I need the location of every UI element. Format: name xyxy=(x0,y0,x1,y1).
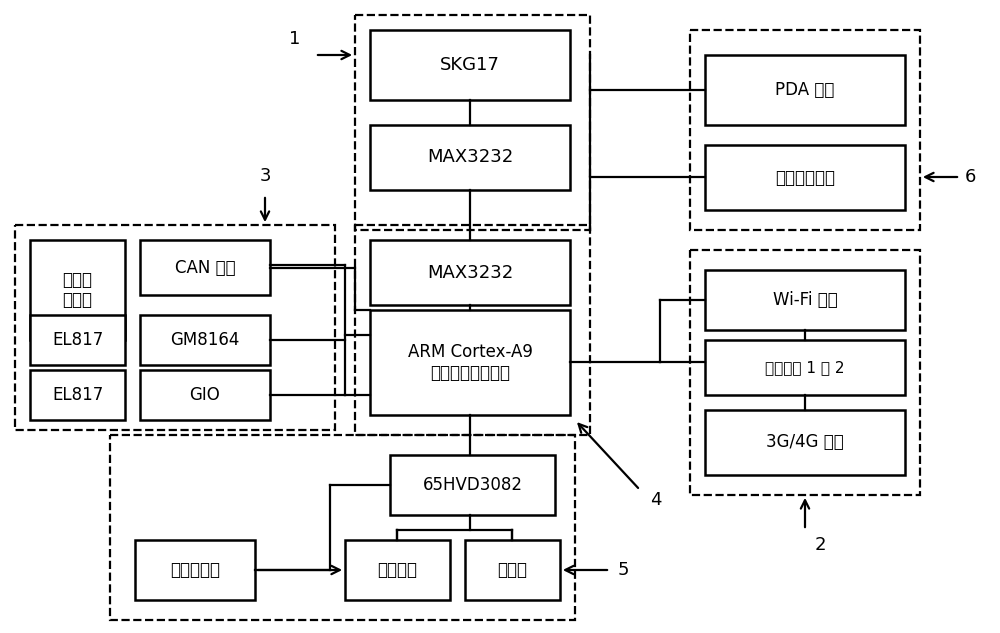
Text: 4: 4 xyxy=(650,491,662,509)
Bar xyxy=(140,370,270,420)
Text: 网络模块 1 和 2: 网络模块 1 和 2 xyxy=(765,360,845,375)
Bar xyxy=(140,315,270,365)
Text: SKG17: SKG17 xyxy=(440,56,500,74)
Text: GIO: GIO xyxy=(190,386,220,404)
Text: 倒计时: 倒计时 xyxy=(498,561,528,579)
Bar xyxy=(355,225,590,435)
Text: 1: 1 xyxy=(289,30,301,48)
Text: 3G/4G 模块: 3G/4G 模块 xyxy=(766,434,844,451)
Text: 65HVD3082: 65HVD3082 xyxy=(422,476,522,494)
Text: 灯色输出: 灯色输出 xyxy=(378,561,418,579)
Bar xyxy=(705,145,905,210)
Bar xyxy=(135,540,255,600)
Bar xyxy=(355,15,590,230)
Bar xyxy=(30,370,125,420)
Bar xyxy=(370,125,570,190)
Text: 专用勤务模块: 专用勤务模块 xyxy=(775,168,835,187)
Text: MAX3232: MAX3232 xyxy=(427,263,513,282)
Bar xyxy=(110,435,575,620)
Bar xyxy=(30,315,125,365)
Text: Wi-Fi 模块: Wi-Fi 模块 xyxy=(773,291,837,309)
Bar xyxy=(690,250,920,495)
Text: PDA 模块: PDA 模块 xyxy=(775,81,835,99)
Text: EL817: EL817 xyxy=(52,386,103,404)
Text: 5: 5 xyxy=(618,561,630,579)
Text: 流量采
集模块: 流量采 集模块 xyxy=(62,270,92,310)
Text: CAN 接口: CAN 接口 xyxy=(175,258,235,277)
Text: ARM Cortex-A9
嵌入式多核处理器: ARM Cortex-A9 嵌入式多核处理器 xyxy=(408,343,532,382)
Text: 6: 6 xyxy=(965,168,976,186)
Bar xyxy=(345,540,450,600)
Bar xyxy=(705,410,905,475)
Bar xyxy=(30,240,125,340)
Bar xyxy=(465,540,560,600)
Bar xyxy=(690,30,920,230)
Text: MAX3232: MAX3232 xyxy=(427,149,513,166)
Bar xyxy=(370,310,570,415)
Bar xyxy=(705,340,905,395)
Bar xyxy=(705,55,905,125)
Bar xyxy=(15,225,335,430)
Text: 黄闪控制器: 黄闪控制器 xyxy=(170,561,220,579)
Bar xyxy=(370,240,570,305)
Bar xyxy=(705,270,905,330)
Text: 2: 2 xyxy=(815,536,826,554)
Text: GM8164: GM8164 xyxy=(170,331,240,349)
Text: 3: 3 xyxy=(259,167,271,185)
Text: EL817: EL817 xyxy=(52,331,103,349)
Bar xyxy=(140,240,270,295)
Bar xyxy=(390,455,555,515)
Bar xyxy=(370,30,570,100)
